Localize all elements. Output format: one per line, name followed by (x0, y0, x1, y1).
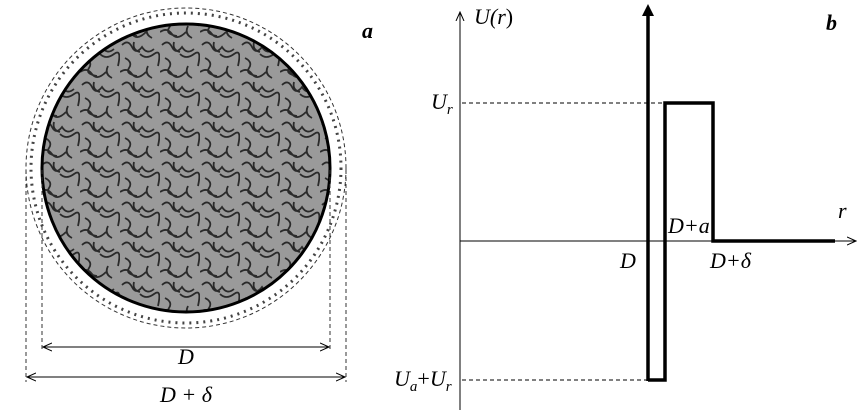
particle (42, 24, 330, 312)
mark-dd: D+δ (709, 248, 752, 273)
label-dd: D + δ (159, 382, 213, 407)
x-axis-title: r (838, 198, 847, 223)
page: D D + δ a U(r) r b Ur Ua+Ur D D+a D+δ ((… (0, 0, 859, 417)
figure: D D + δ a U(r) r b Ur Ua+Ur D D+a D+δ (0, 0, 859, 417)
panel-b: U(r) r b Ur Ua+Ur D D+a D+δ (394, 4, 856, 410)
panel-label: a (362, 18, 373, 43)
text-part: U( (474, 4, 499, 29)
level-bottom: Ua+Ur (394, 366, 452, 395)
y-axis-title: U(r) (474, 4, 513, 29)
mark-da: D+a (667, 213, 710, 238)
level-top: Ur (431, 89, 453, 118)
text-part: + (417, 366, 429, 391)
text-part: ) (506, 4, 513, 29)
wall-arrow (642, 4, 654, 16)
label-d: D (177, 344, 194, 369)
text-part: a (410, 379, 418, 395)
text-part: r (446, 379, 452, 395)
panel-label: b (826, 10, 837, 35)
text-part: r (447, 102, 453, 118)
panel-a: D D + δ a (26, 8, 373, 407)
mark-d: D (619, 248, 636, 273)
